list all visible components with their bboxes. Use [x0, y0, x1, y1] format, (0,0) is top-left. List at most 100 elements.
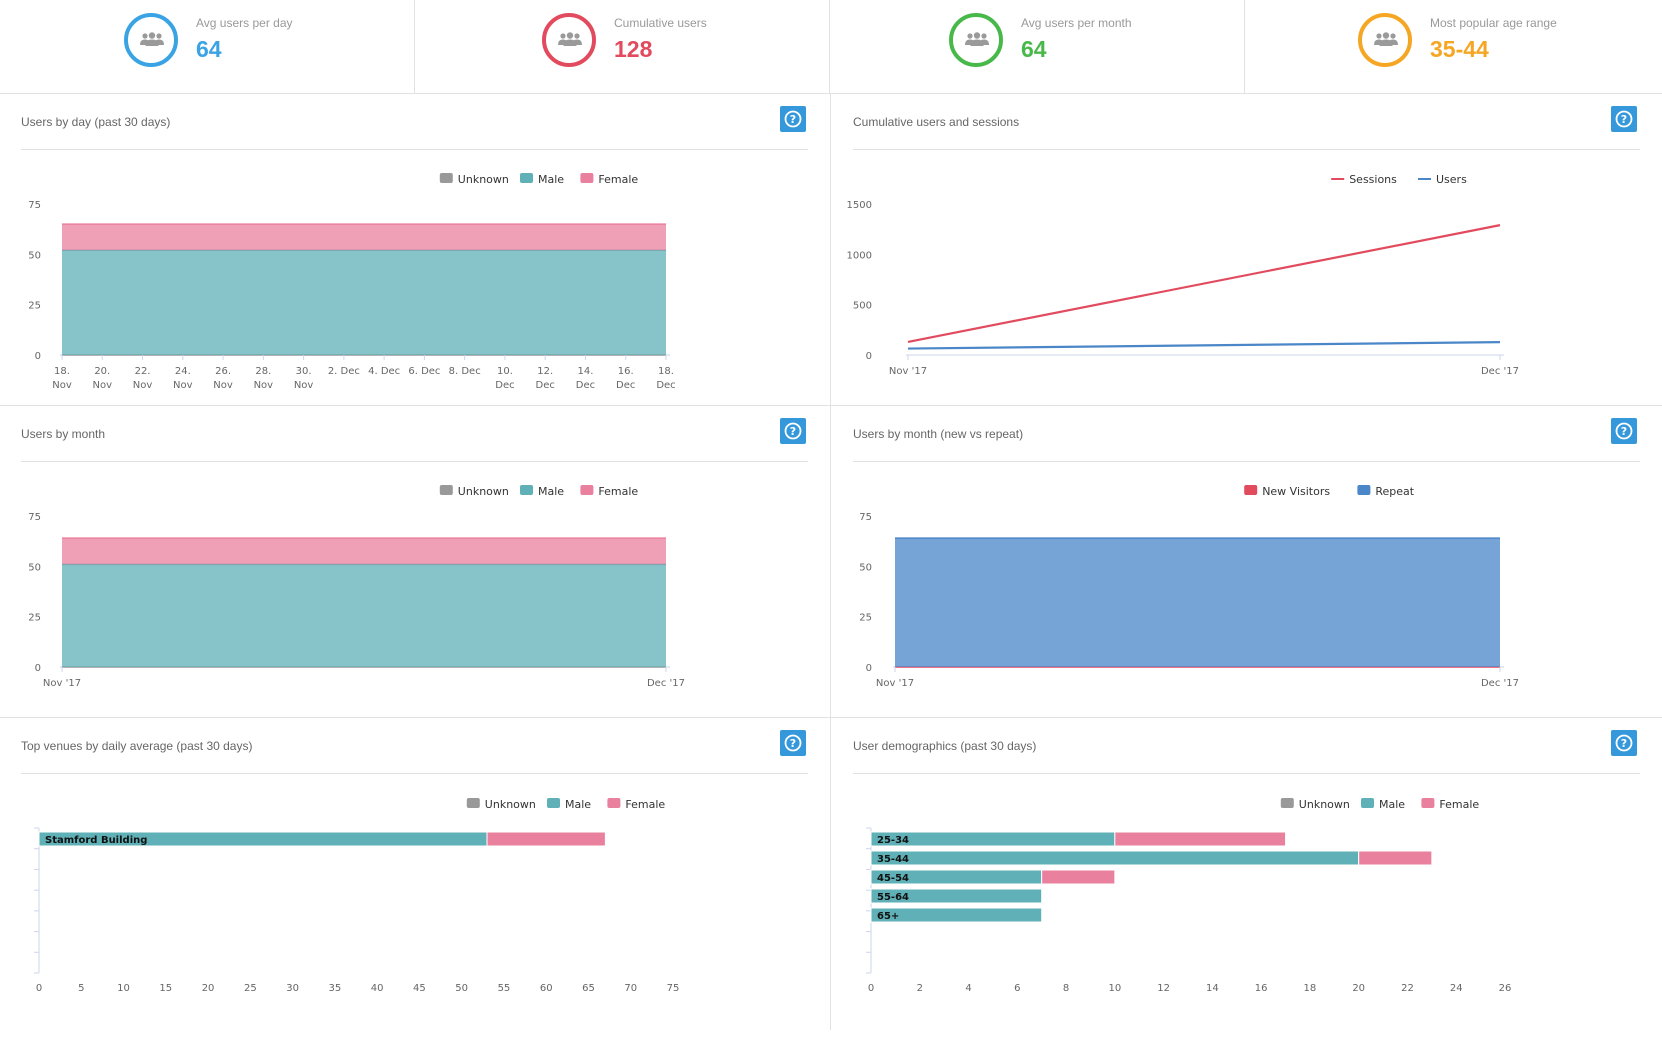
bar-category-label: 45-54	[877, 873, 909, 884]
legend-label-users: Users	[1436, 173, 1467, 186]
help-button[interactable]: ?	[780, 730, 806, 756]
question-mark: ?	[790, 425, 796, 438]
legend-swatch-unknown	[439, 173, 453, 183]
user-head-right	[574, 33, 580, 39]
y-tick-label: 75	[28, 200, 41, 211]
panel-user-demographics: User demographics (past 30 days) ? Unkno…	[831, 717, 1662, 1030]
x-tick-label: 10	[1108, 983, 1121, 994]
user-head-center	[566, 32, 574, 39]
x-tick-label: Nov	[173, 380, 193, 391]
kpi-ring	[949, 13, 1003, 67]
user-head-left	[142, 33, 148, 39]
series-area-male	[62, 564, 666, 667]
help-button[interactable]: ?	[780, 106, 806, 132]
panel-divider	[853, 461, 1640, 462]
kpi-ring	[1358, 13, 1412, 67]
x-tick-label: 6	[1014, 983, 1020, 994]
x-tick-label: 30	[286, 983, 299, 994]
kpi-avg-users-per-day: Avg users per day 64	[0, 0, 415, 93]
question-circle	[784, 110, 802, 128]
x-tick-label: 20	[202, 983, 215, 994]
x-tick-label: 8. Dec	[449, 366, 481, 377]
x-tick-label: 22.	[135, 366, 151, 377]
x-tick-label: 10	[117, 983, 130, 994]
question-icon: ?	[784, 734, 802, 752]
y-tick-label: 50	[859, 562, 872, 573]
x-tick-label: 20.	[94, 366, 110, 377]
bar-category-label: 35-44	[877, 854, 909, 865]
y-tick-label: 0	[35, 663, 41, 674]
panel-users-by-month-new-vs-repeat: Users by month (new vs repeat) ? New Vis…	[831, 405, 1662, 717]
x-tick-label: 18.	[658, 366, 674, 377]
question-mark: ?	[1621, 425, 1627, 438]
question-icon: ?	[1615, 422, 1633, 440]
x-tick-label: Nov	[294, 380, 314, 391]
series-line-sessions	[907, 224, 1501, 343]
bar-category-label: 55-64	[877, 892, 909, 903]
x-tick-label: Dec	[616, 380, 635, 391]
x-tick-label: Nov	[254, 380, 274, 391]
panel-divider	[21, 773, 808, 774]
legend-label-male: Male	[538, 173, 564, 186]
kpi-value: 64	[196, 36, 222, 62]
y-tick-label: 500	[853, 301, 872, 312]
x-tick-label: Dec	[536, 380, 555, 391]
bar-female	[1114, 831, 1287, 847]
question-icon: ?	[1615, 734, 1633, 752]
y-tick-label: 1500	[847, 200, 872, 211]
x-tick-label: 10.	[497, 366, 513, 377]
y-tick-label: 25	[859, 613, 872, 624]
legend-label-female: Female	[625, 798, 665, 811]
user-body-center	[145, 39, 159, 46]
legend-swatch-male	[547, 798, 560, 808]
x-tick-label: 16.	[618, 366, 634, 377]
bar-male	[870, 888, 1043, 904]
question-mark: ?	[1621, 737, 1627, 750]
bar-category-label: 65+	[877, 911, 899, 922]
x-tick-label: 2	[917, 983, 923, 994]
x-tick-label: Nov	[52, 380, 72, 391]
chart-cumulative-users-sessions: Sessions Users 0 500 1000 1500 Nov '17 Dec '17	[847, 173, 1519, 377]
kpi-ring	[542, 13, 596, 67]
help-button[interactable]: ?	[1611, 106, 1637, 132]
panel-title: Users by month	[21, 427, 106, 441]
kpi-label: Avg users per day	[196, 16, 293, 30]
bar-female	[1041, 869, 1116, 885]
legend-label-female: Female	[598, 173, 638, 186]
y-tick-label: 50	[28, 250, 41, 261]
x-tick-label: 15	[159, 983, 172, 994]
kpi-popular-age-range: Most popular age range 35-44	[1245, 0, 1660, 93]
y-tick-label: 25	[28, 301, 41, 312]
column-divider	[830, 93, 831, 1030]
x-tick-label: Nov '17	[876, 678, 914, 689]
legend-swatch-unknown	[466, 798, 480, 808]
legend-label-unknown: Unknown	[485, 798, 536, 811]
help-button[interactable]: ?	[1611, 730, 1637, 756]
panel-divider	[21, 149, 808, 150]
panel-title: Top venues by daily average (past 30 day…	[21, 739, 253, 753]
legend-label-unknown: Unknown	[1299, 798, 1350, 811]
legend-label-sessions: Sessions	[1349, 173, 1397, 186]
panel-divider	[853, 773, 1640, 774]
x-tick-label: 14	[1206, 983, 1219, 994]
user-head-center	[973, 32, 981, 39]
user-head-right	[1390, 33, 1396, 39]
series-area-female	[62, 538, 666, 565]
x-tick-label: Nov '17	[889, 366, 927, 377]
panel-users-by-day: Users by day (past 30 days) ? Unknown Mal…	[0, 93, 830, 405]
user-body-center	[1379, 39, 1393, 46]
help-button[interactable]: ?	[780, 418, 806, 444]
user-head-left	[560, 33, 566, 39]
bar-female	[486, 831, 606, 847]
series-line-users	[907, 341, 1501, 350]
legend-swatch-female	[580, 173, 594, 183]
help-button[interactable]: ?	[1611, 418, 1637, 444]
row-divider	[0, 717, 1662, 718]
bar-female	[1358, 850, 1433, 866]
x-tick-label: 22	[1401, 983, 1414, 994]
x-tick-label: Nov	[133, 380, 153, 391]
kpi-label: Most popular age range	[1430, 16, 1557, 30]
panel-title: Users by month (new vs repeat)	[853, 427, 1024, 441]
question-icon: ?	[784, 422, 802, 440]
